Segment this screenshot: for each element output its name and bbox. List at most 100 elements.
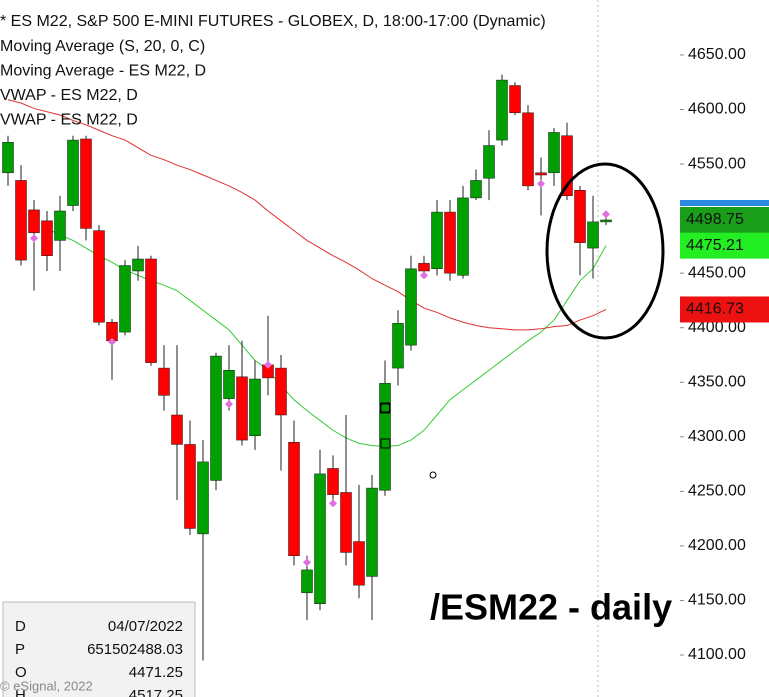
marker-square: [380, 402, 391, 413]
y-tick-label: 4300.00: [688, 428, 746, 445]
data-window-label: H: [15, 687, 26, 697]
price-label-stripe: [680, 199, 769, 206]
data-window-value: 4517.25: [129, 687, 183, 697]
candle-body: [327, 468, 339, 495]
vwap-marker: [420, 271, 428, 280]
candle-body: [444, 211, 456, 274]
data-window: [2, 601, 196, 697]
candle-body: [158, 367, 170, 396]
candle-body: [132, 258, 144, 272]
candle-body: [600, 219, 612, 223]
candle-body: [509, 85, 521, 114]
candle-body: [184, 444, 196, 529]
candle-body: [431, 211, 443, 270]
candle-body: [54, 210, 66, 241]
legend-entry: VWAP - ES M22, D: [0, 87, 138, 104]
price-label-box: [680, 206, 769, 233]
candle-body: [483, 145, 495, 179]
y-tick-label: 4250.00: [688, 483, 746, 500]
candle-body: [80, 138, 92, 229]
candle-body: [2, 142, 14, 174]
y-tick-label: 4350.00: [688, 373, 746, 390]
data-window-rows: D 04/07/2022 P 651502488.03 O 4471.25 H 4517.25: [15, 618, 183, 697]
legend: Moving Average (S, 20, 0, C) Moving Avera…: [0, 38, 206, 129]
candle-body: [249, 378, 261, 436]
candle-body: [392, 323, 404, 369]
candle-body: [470, 180, 482, 199]
vwap-marker: [537, 179, 545, 188]
data-window-value: 4471.25: [129, 664, 183, 681]
price-label: 4498.75: [686, 211, 744, 228]
y-tick-label: 4400.00: [688, 319, 746, 336]
y-tick-label: 4200.00: [688, 537, 746, 554]
data-window-label: O: [15, 664, 27, 681]
annotation: /ESM22 - daily: [430, 587, 672, 628]
data-window-value: 04/07/2022: [108, 618, 183, 635]
highlight-ellipse: [545, 162, 665, 340]
candle-body: [522, 112, 534, 187]
legend-entry: Moving Average (S, 20, 0, C): [0, 38, 205, 55]
y-tick-label: 4550.00: [688, 155, 746, 172]
candle-body: [223, 370, 235, 399]
candle-body: [15, 180, 27, 261]
vwap-marker: [108, 337, 116, 346]
candle-body: [405, 268, 417, 346]
data-window-label: D: [15, 618, 26, 635]
candle-body: [236, 376, 248, 441]
candle-body: [301, 569, 313, 594]
data-window-value: 651502488.03: [87, 641, 183, 658]
candle-body: [93, 230, 105, 323]
candle-body: [535, 172, 547, 176]
candle-body: [496, 79, 508, 141]
price-label: 4475.21: [686, 237, 744, 254]
vwap-marker: [30, 234, 38, 243]
y-tick-label: 4650.00: [688, 46, 746, 63]
indicator-line: [7, 99, 607, 331]
y-tick-label: 4150.00: [688, 592, 746, 609]
indicator-line: [46, 227, 607, 448]
candle-body: [457, 197, 469, 276]
plot-area: [2, 74, 612, 661]
candle-body: [574, 190, 586, 243]
chart-title: * ES M22, S&P 500 E-MINI FUTURES - GLOBE…: [0, 13, 546, 30]
legend-entry: VWAP - ES M22, D: [0, 112, 138, 129]
candle-body: [275, 367, 287, 416]
candle-body: [41, 220, 53, 256]
marker-square: [380, 438, 391, 449]
candle-body: [379, 383, 391, 491]
y-tick-label: 4450.00: [688, 264, 746, 281]
marker-dot: [429, 471, 437, 479]
price-label-box: [680, 296, 769, 323]
candle-body: [548, 132, 560, 174]
y-tick-label: 4100.00: [688, 646, 746, 663]
vwap-marker: [303, 558, 311, 567]
candle-body: [288, 442, 300, 556]
candle-body: [340, 492, 352, 553]
candle-body: [587, 221, 599, 249]
candle-body: [145, 258, 157, 363]
data-window-label: P: [15, 641, 25, 658]
vwap-marker: [225, 400, 233, 409]
price-label: 4416.73: [686, 301, 744, 318]
legend-entry: Moving Average - ES M22, D: [0, 63, 206, 80]
candle-body: [561, 135, 573, 196]
candle-body: [119, 265, 131, 333]
candle-body: [197, 461, 209, 535]
candle-body: [171, 414, 183, 445]
candle-body: [210, 355, 222, 481]
watermark: © eSignal, 2022: [0, 678, 93, 693]
candle-body: [353, 541, 365, 586]
vwap-marker: [264, 360, 272, 369]
y-tick-label: 4600.00: [688, 101, 746, 118]
vwap-marker: [329, 499, 337, 508]
vwap-marker: [602, 210, 610, 219]
candle-body: [366, 487, 378, 577]
candle-body: [67, 139, 79, 206]
candle-body: [418, 263, 430, 272]
candle-body: [314, 473, 326, 604]
y-axis: 4100.00 4150.00 4200.00 4250.00 4300.00 4350.…: [680, 46, 769, 663]
price-label-box: [680, 232, 769, 259]
